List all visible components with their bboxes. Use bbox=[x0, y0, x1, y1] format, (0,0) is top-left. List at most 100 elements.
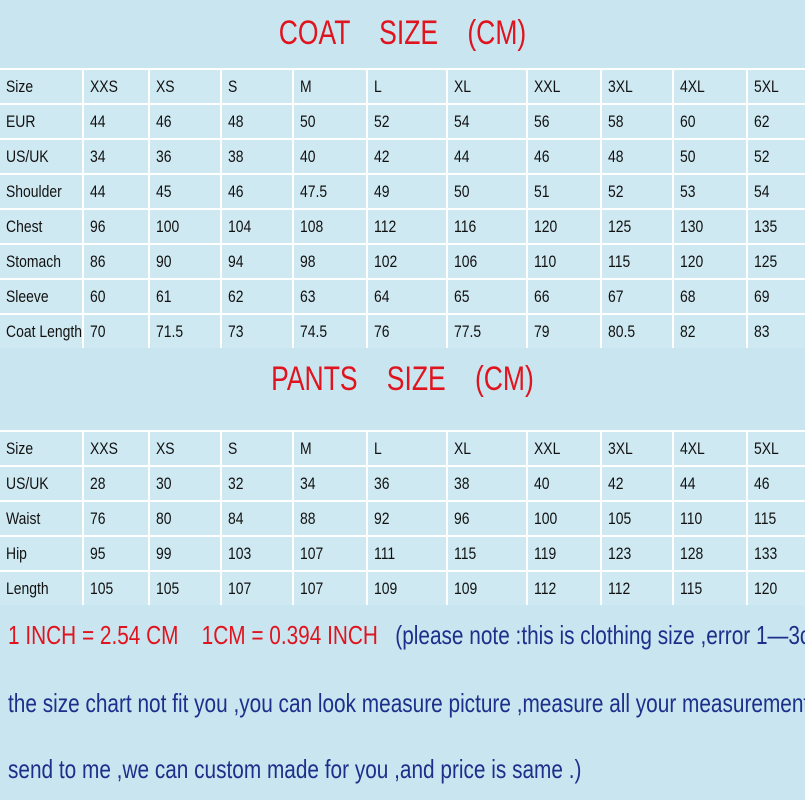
cell-text: 110 bbox=[680, 509, 703, 528]
cell-text: 98 bbox=[300, 252, 316, 271]
cell-text: 48 bbox=[608, 147, 624, 166]
cell-text: 3XL bbox=[608, 77, 633, 96]
cell-text: 108 bbox=[300, 217, 324, 236]
table-cell: US/UK bbox=[0, 140, 82, 173]
cell-text: 50 bbox=[300, 112, 316, 131]
table-cell: 109 bbox=[446, 572, 526, 605]
table-cell: 44 bbox=[82, 175, 148, 208]
table-cell: 76 bbox=[366, 315, 446, 348]
cell-text: 94 bbox=[228, 252, 244, 271]
cell-text: 60 bbox=[680, 112, 696, 131]
cell-text: 69 bbox=[754, 287, 770, 306]
table-cell: 52 bbox=[746, 140, 805, 173]
cell-text: XL bbox=[454, 439, 472, 458]
cell-text: 82 bbox=[680, 322, 696, 341]
table-cell: 36 bbox=[366, 467, 446, 500]
cell-text: 76 bbox=[374, 322, 390, 341]
cell-text: 54 bbox=[754, 182, 770, 201]
table-row: Coat Length 70 71.5 73 74.5 76 77.5 79 80.5 82 83 bbox=[0, 313, 805, 348]
table-cell: 52 bbox=[366, 105, 446, 138]
table-cell: 125 bbox=[600, 210, 672, 243]
cell-text: 58 bbox=[608, 112, 624, 131]
table-cell: XXL bbox=[526, 432, 600, 465]
table-cell: 53 bbox=[672, 175, 746, 208]
cell-text: Stomach bbox=[6, 252, 62, 271]
table-cell: 100 bbox=[148, 210, 220, 243]
table-cell: 107 bbox=[292, 537, 366, 570]
cell-text: 66 bbox=[534, 287, 550, 306]
table-cell: 74.5 bbox=[292, 315, 366, 348]
table-cell: 54 bbox=[446, 105, 526, 138]
table-row: Waist 76 80 84 88 92 96 100 105 110 115 bbox=[0, 500, 805, 535]
table-cell: 103 bbox=[220, 537, 292, 570]
table-cell: 115 bbox=[446, 537, 526, 570]
table-cell: 102 bbox=[366, 245, 446, 278]
table-row: Size XXS XS S M L XL XXL 3XL 4XL 5XL bbox=[0, 430, 805, 465]
conversion-inch: 1 INCH = 2.54 CM bbox=[8, 620, 179, 650]
table-cell: 116 bbox=[446, 210, 526, 243]
cell-text: 32 bbox=[228, 474, 244, 493]
cell-text: Chest bbox=[6, 217, 43, 236]
cell-text: Sleeve bbox=[6, 287, 49, 306]
table-cell: 115 bbox=[600, 245, 672, 278]
table-cell: XXS bbox=[82, 432, 148, 465]
cell-text: 100 bbox=[156, 217, 180, 236]
conversion-cm: 1CM = 0.394 INCH bbox=[201, 620, 378, 650]
table-cell: US/UK bbox=[0, 467, 82, 500]
cell-text: 48 bbox=[228, 112, 244, 131]
table-cell: 80 bbox=[148, 502, 220, 535]
table-cell: 73 bbox=[220, 315, 292, 348]
cell-text: 90 bbox=[156, 252, 172, 271]
cell-text: 49 bbox=[374, 182, 390, 201]
cell-text: 96 bbox=[454, 509, 470, 528]
table-cell: 48 bbox=[600, 140, 672, 173]
cell-text: 38 bbox=[228, 147, 244, 166]
table-row: EUR 44 46 48 50 52 54 56 58 60 62 bbox=[0, 103, 805, 138]
cell-text: 130 bbox=[680, 217, 704, 236]
cell-text: M bbox=[300, 439, 312, 458]
cell-text: 107 bbox=[228, 579, 252, 598]
cell-text: 111 bbox=[374, 544, 396, 563]
cell-text: 51 bbox=[534, 182, 550, 201]
cell-text: Size bbox=[6, 439, 34, 458]
table-cell: 69 bbox=[746, 280, 805, 313]
table-cell: 108 bbox=[292, 210, 366, 243]
table-cell: 56 bbox=[526, 105, 600, 138]
table-cell: 60 bbox=[672, 105, 746, 138]
table-cell: 123 bbox=[600, 537, 672, 570]
note-text: send to me ,we can custom made for you ,… bbox=[8, 754, 582, 784]
cell-text: 67 bbox=[608, 287, 624, 306]
cell-text: 102 bbox=[374, 252, 398, 271]
cell-text: Coat Length bbox=[6, 322, 82, 341]
table-cell: 96 bbox=[446, 502, 526, 535]
table-cell: 107 bbox=[220, 572, 292, 605]
cell-text: 56 bbox=[534, 112, 550, 131]
cell-text: 120 bbox=[754, 579, 778, 598]
table-cell: 64 bbox=[366, 280, 446, 313]
table-cell: 66 bbox=[526, 280, 600, 313]
table-cell: 68 bbox=[672, 280, 746, 313]
table-cell: Size bbox=[0, 432, 82, 465]
cell-text: 74.5 bbox=[300, 322, 328, 341]
cell-text: 106 bbox=[454, 252, 478, 271]
cell-text: 50 bbox=[680, 147, 696, 166]
table-cell: L bbox=[366, 70, 446, 103]
cell-text: 73 bbox=[228, 322, 244, 341]
cell-text: 63 bbox=[300, 287, 316, 306]
cell-text: 105 bbox=[608, 509, 632, 528]
cell-text: 88 bbox=[300, 509, 316, 528]
cell-text: 52 bbox=[608, 182, 624, 201]
table-cell: 4XL bbox=[672, 432, 746, 465]
table-cell: 44 bbox=[446, 140, 526, 173]
table-cell: 50 bbox=[292, 105, 366, 138]
cell-text: M bbox=[300, 77, 312, 96]
cell-text: 54 bbox=[454, 112, 470, 131]
pants-title: PANTS SIZE (CM) bbox=[271, 360, 534, 398]
cell-text: 47.5 bbox=[300, 182, 328, 201]
table-cell: 111 bbox=[366, 537, 446, 570]
table-cell: 28 bbox=[82, 467, 148, 500]
table-cell: 50 bbox=[446, 175, 526, 208]
cell-text: S bbox=[228, 77, 238, 96]
table-cell: 62 bbox=[746, 105, 805, 138]
